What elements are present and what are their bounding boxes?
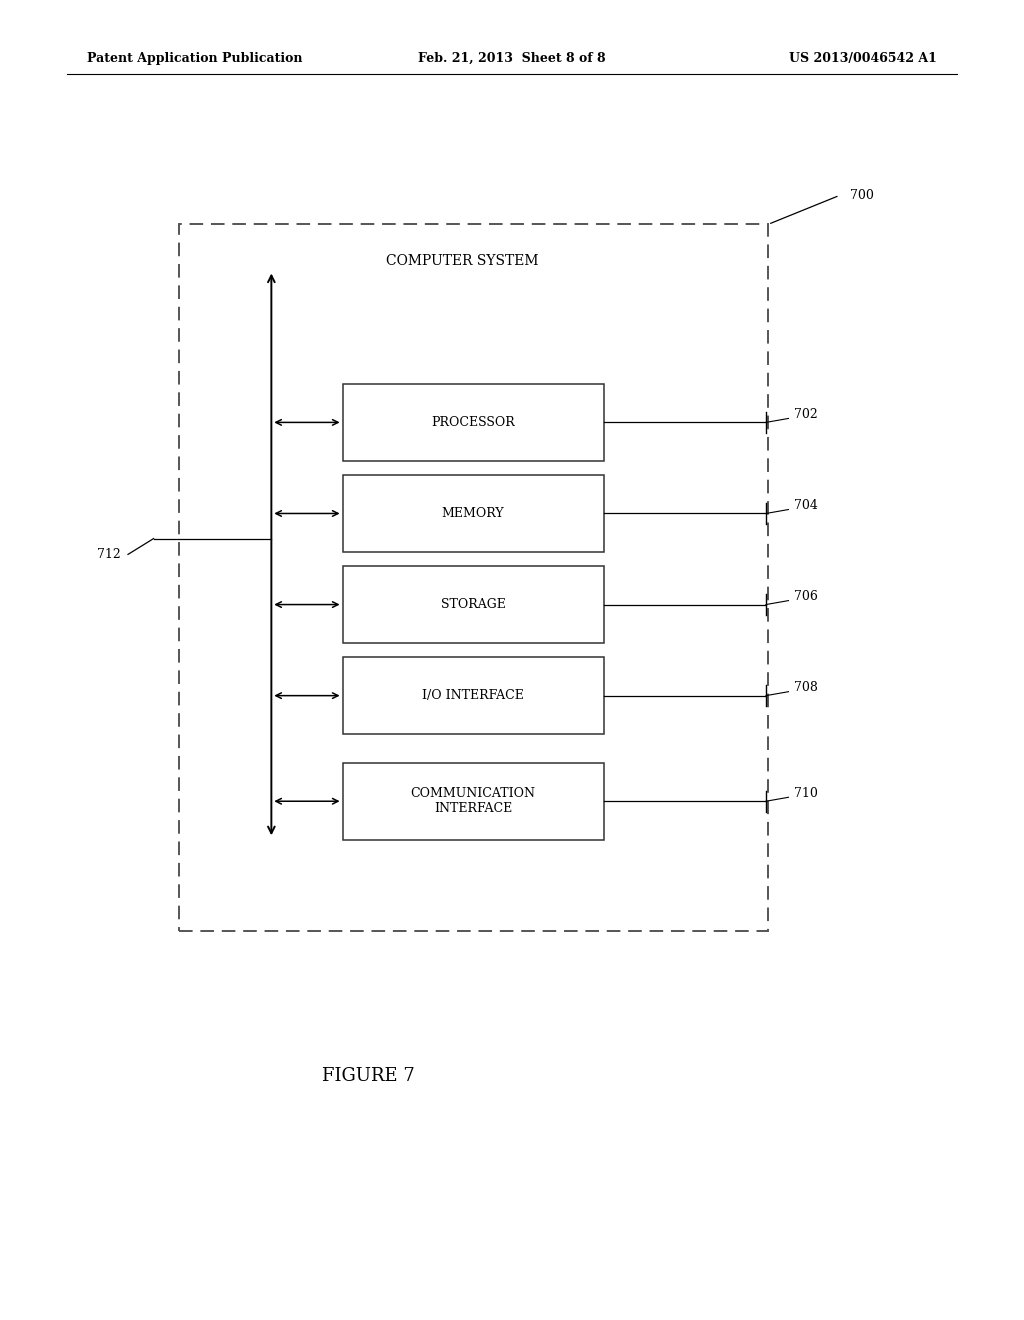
Text: Feb. 21, 2013  Sheet 8 of 8: Feb. 21, 2013 Sheet 8 of 8 <box>418 51 606 65</box>
Text: 708: 708 <box>794 681 817 694</box>
Text: PROCESSOR: PROCESSOR <box>431 416 515 429</box>
Bar <box>179 224 768 931</box>
Bar <box>342 566 604 643</box>
Text: FIGURE 7: FIGURE 7 <box>323 1067 415 1085</box>
Text: COMPUTER SYSTEM: COMPUTER SYSTEM <box>386 255 538 268</box>
Text: STORAGE: STORAGE <box>440 598 506 611</box>
Bar <box>342 384 604 461</box>
Text: US 2013/0046542 A1: US 2013/0046542 A1 <box>790 51 937 65</box>
Text: COMMUNICATION
INTERFACE: COMMUNICATION INTERFACE <box>411 787 536 816</box>
Bar <box>342 763 604 840</box>
Text: 702: 702 <box>794 408 817 421</box>
Bar <box>342 475 604 552</box>
Text: 712: 712 <box>97 548 121 561</box>
Text: I/O INTERFACE: I/O INTERFACE <box>422 689 524 702</box>
Bar <box>342 657 604 734</box>
Text: 704: 704 <box>794 499 817 512</box>
Text: 700: 700 <box>850 189 873 202</box>
Text: 710: 710 <box>794 787 817 800</box>
Text: Patent Application Publication: Patent Application Publication <box>87 51 302 65</box>
Text: 706: 706 <box>794 590 817 603</box>
Text: MEMORY: MEMORY <box>441 507 505 520</box>
